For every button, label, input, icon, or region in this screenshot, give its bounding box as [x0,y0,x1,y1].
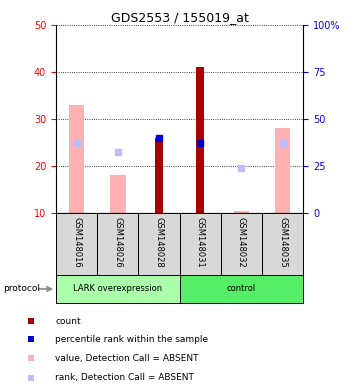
Bar [221,213,262,275]
Text: GSM148032: GSM148032 [237,217,246,268]
Text: count: count [55,316,81,326]
Bar [234,211,249,213]
Bar [56,213,97,275]
Bar [180,213,221,275]
Bar [56,275,180,303]
Bar [69,105,84,213]
Bar [97,213,138,275]
Bar [138,213,180,275]
Text: GSM148028: GSM148028 [155,217,164,268]
Text: control: control [227,285,256,293]
Bar [110,175,126,213]
Bar [275,128,291,213]
Text: GSM148016: GSM148016 [72,217,81,268]
Bar [196,67,204,213]
Text: percentile rank within the sample: percentile rank within the sample [55,334,208,344]
Text: GSM148031: GSM148031 [196,217,205,268]
Text: GSM148026: GSM148026 [113,217,122,268]
Title: GDS2553 / 155019_at: GDS2553 / 155019_at [111,11,248,24]
Text: protocol: protocol [4,285,40,293]
Text: GSM148035: GSM148035 [278,217,287,268]
Bar [155,138,163,213]
Text: rank, Detection Call = ABSENT: rank, Detection Call = ABSENT [55,373,194,382]
Bar [262,213,303,275]
Text: LARK overexpression: LARK overexpression [73,285,162,293]
Text: value, Detection Call = ABSENT: value, Detection Call = ABSENT [55,354,199,362]
Bar [180,275,303,303]
